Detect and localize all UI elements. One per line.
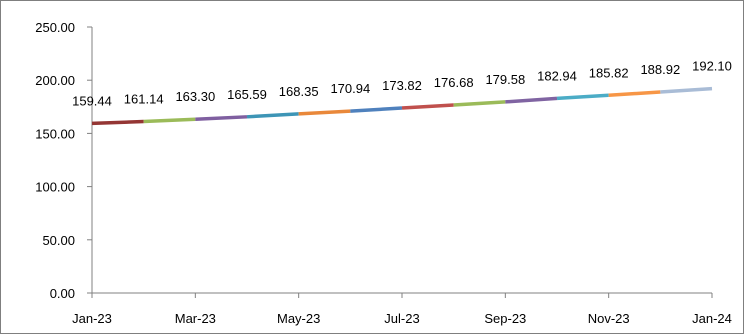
y-tick-label: 50.00 xyxy=(42,233,75,248)
y-tick-label: 100.00 xyxy=(35,180,75,195)
x-tick-label: Jul-23 xyxy=(384,311,419,326)
data-labels: 159.44 161.14 163.30 165.59 168.35 170.94 173.… xyxy=(72,59,732,109)
x-tick-label: Jan-24 xyxy=(692,311,732,326)
line-segment xyxy=(298,109,351,116)
x-tick-label: Jan-23 xyxy=(72,311,112,326)
data-label: 165.59 xyxy=(227,87,267,102)
data-label: 168.35 xyxy=(279,84,319,99)
y-tick-label: 200.00 xyxy=(35,73,75,88)
data-label: 179.58 xyxy=(485,72,525,87)
data-label: 159.44 xyxy=(72,93,112,108)
data-label: 185.82 xyxy=(589,65,629,80)
y-tick-label: 250.00 xyxy=(35,20,75,35)
data-label: 192.10 xyxy=(692,59,732,74)
line-segment xyxy=(608,90,661,98)
y-axis-ticks: 0.00 50.00 100.00 150.00 200.00 250.00 xyxy=(35,20,92,301)
data-label: 170.94 xyxy=(330,81,370,96)
line-segment xyxy=(91,119,144,126)
data-label: 173.82 xyxy=(382,78,422,93)
x-tick-label: Sep-23 xyxy=(484,311,526,326)
x-tick-label: May-23 xyxy=(277,311,320,326)
line-segment xyxy=(556,93,609,101)
data-label: 163.30 xyxy=(175,89,215,104)
line-segment xyxy=(453,100,506,107)
data-label: 188.92 xyxy=(640,62,680,77)
line-series xyxy=(91,86,713,126)
line-segment xyxy=(143,117,196,124)
line-segment xyxy=(401,103,454,110)
line-segment xyxy=(505,96,558,104)
y-tick-label: 150.00 xyxy=(35,126,75,141)
y-tick-label: 0.00 xyxy=(50,286,75,301)
line-segment xyxy=(660,86,713,94)
x-tick-label: Mar-23 xyxy=(175,311,216,326)
data-label: 176.68 xyxy=(434,75,474,90)
line-segment xyxy=(246,112,299,119)
line-segment xyxy=(350,106,403,113)
data-label: 182.94 xyxy=(537,68,577,83)
line-segment xyxy=(195,115,248,121)
data-label: 161.14 xyxy=(124,92,164,107)
x-tick-label: Nov-23 xyxy=(588,311,630,326)
x-axis-ticks: Jan-23 Mar-23 May-23 Jul-23 Sep-23 Nov-23 Jan-… xyxy=(72,293,732,326)
